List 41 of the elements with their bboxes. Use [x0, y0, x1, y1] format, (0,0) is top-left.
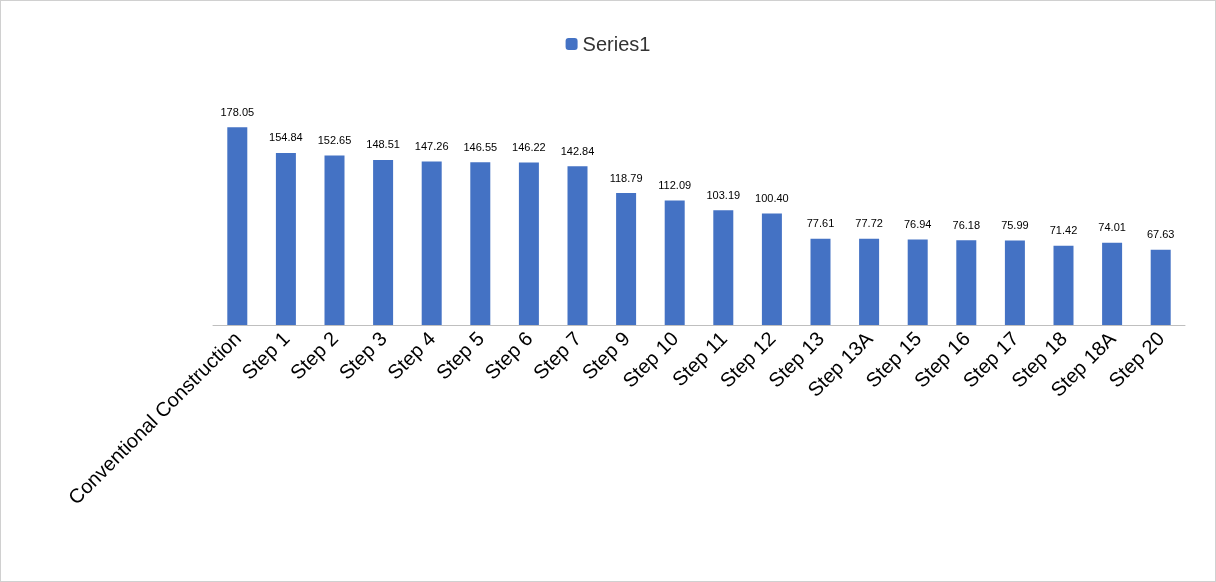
data-label: 75.99 — [1001, 219, 1029, 232]
data-label: 112.09 — [658, 178, 692, 191]
bar — [1053, 245, 1074, 325]
data-label: 103.19 — [706, 188, 741, 201]
bar — [810, 238, 831, 325]
bar — [470, 162, 491, 325]
data-label: 154.84 — [269, 131, 303, 144]
bar — [324, 155, 345, 325]
data-label: 71.42 — [1049, 224, 1078, 237]
bar — [664, 200, 685, 325]
bar — [567, 166, 588, 325]
data-label: 76.18 — [952, 218, 981, 231]
data-label: 118.79 — [609, 171, 643, 184]
data-label: 178.05 — [220, 105, 255, 118]
data-label: 74.01 — [1098, 221, 1126, 234]
data-label: 77.61 — [806, 217, 835, 230]
bar — [1150, 249, 1171, 325]
data-label: 152.65 — [317, 133, 352, 146]
bar — [227, 127, 248, 325]
bar — [1102, 242, 1123, 325]
data-label: 146.22 — [512, 141, 546, 154]
data-label: 77.72 — [855, 217, 883, 230]
legend-label: Series1 — [582, 33, 651, 55]
bar — [907, 239, 928, 325]
bar — [761, 213, 782, 325]
bar — [1004, 240, 1025, 325]
bar — [275, 152, 296, 325]
data-label: 142.84 — [560, 144, 595, 157]
bar — [373, 159, 394, 325]
bar — [518, 162, 539, 325]
data-label: 100.40 — [755, 191, 789, 204]
bar — [859, 238, 880, 325]
data-label: 148.51 — [366, 138, 400, 151]
data-label: 146.55 — [463, 140, 498, 153]
bar — [713, 210, 734, 325]
bar — [421, 161, 442, 325]
bar — [956, 240, 977, 325]
data-label: 147.26 — [414, 139, 449, 152]
data-label: 76.94 — [903, 218, 932, 231]
bar — [616, 193, 637, 325]
data-label: 67.63 — [1146, 228, 1175, 241]
